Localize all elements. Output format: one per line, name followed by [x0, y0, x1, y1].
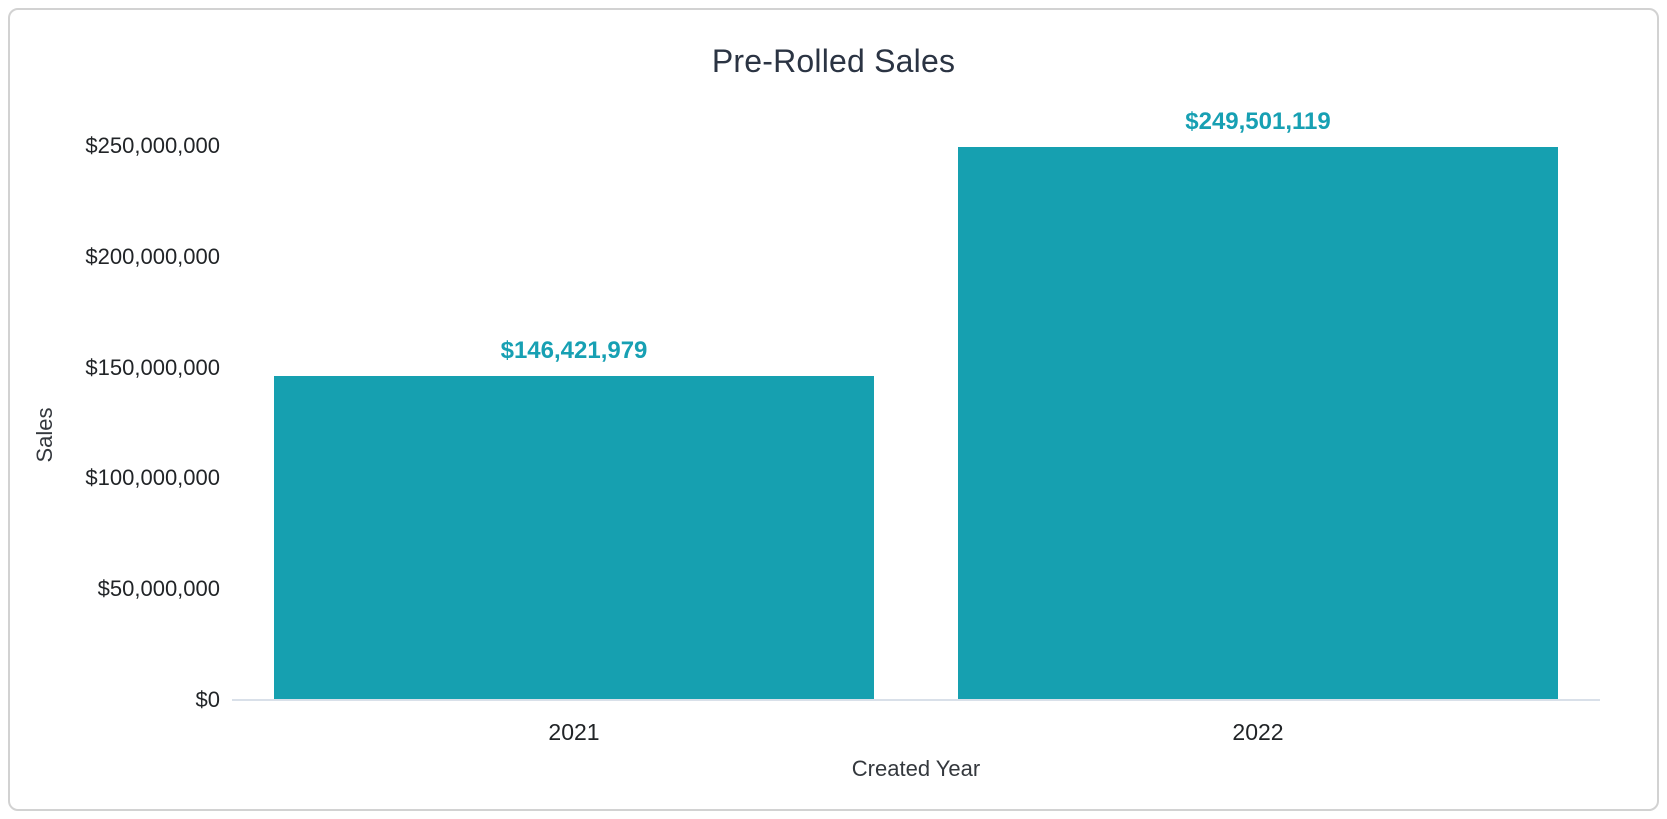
y-axis-tick-label: $250,000,000	[85, 133, 220, 158]
y-axis-tick-label: $150,000,000	[85, 354, 220, 380]
chart-title: Pre-Rolled Sales	[711, 43, 956, 79]
bar-2021[interactable]	[274, 375, 874, 700]
category-2021: $146,421,979 2021	[232, 146, 916, 745]
bar-value-label: $249,501,119	[1185, 108, 1331, 136]
y-axis-tick-label: $0	[195, 687, 220, 712]
y-axis-tick-label: $200,000,000	[85, 243, 220, 269]
x-axis-tick-label: 2021	[548, 719, 600, 745]
bars-container: $146,421,979 2021 $249,501,119 2022	[232, 109, 1600, 745]
y-axis-title: Sales	[32, 407, 57, 463]
x-axis-title: Created Year	[851, 756, 981, 781]
category-2022: $249,501,119 2022	[916, 109, 1600, 745]
bar-value-label: $146,421,979	[500, 336, 648, 364]
x-axis-line	[232, 699, 1600, 701]
chart-card: Pre-Rolled Sales Sales $0 $50,000,000 $100…	[8, 8, 1659, 811]
bar-2022[interactable]	[958, 147, 1558, 700]
y-axis-tick-label: $100,000,000	[85, 465, 220, 491]
plot-area: Sales $0 $50,000,000 $100,000,000 $150,000,…	[32, 109, 1600, 781]
x-axis-tick-label: 2022	[1232, 719, 1284, 745]
y-axis-tick-label: $50,000,000	[97, 576, 220, 602]
